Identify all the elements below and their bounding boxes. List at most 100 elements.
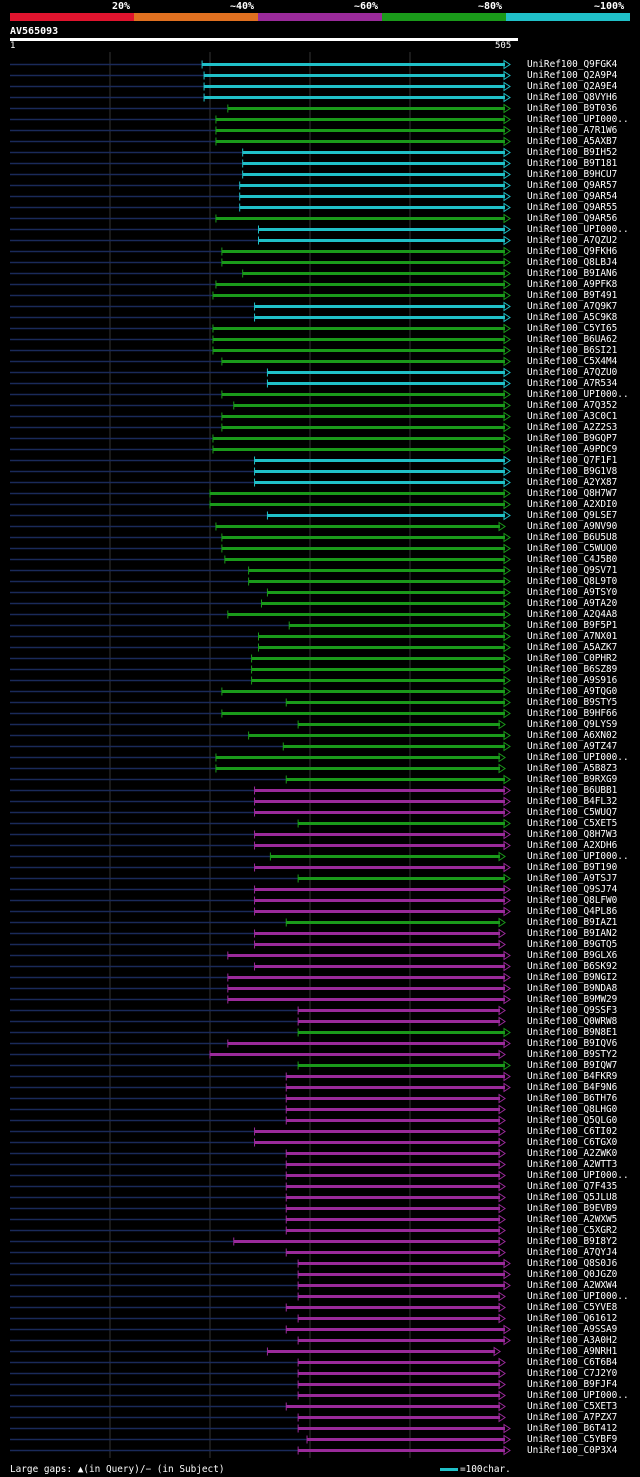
- hit-label[interactable]: UniRef100_C0P3X4: [527, 1444, 618, 1456]
- hit-label[interactable]: UniRef100_A7Q352: [527, 399, 618, 411]
- hit-label[interactable]: UniRef100_UPI000..: [527, 1389, 629, 1401]
- hit-label[interactable]: UniRef100_B6UA62: [527, 333, 618, 345]
- hit-label[interactable]: UniRef100_A9TSJ7: [527, 872, 618, 884]
- hit-label[interactable]: UniRef100_B4FL32: [527, 795, 618, 807]
- hit-label[interactable]: UniRef100_A2WXW4: [527, 1279, 618, 1291]
- hit-label[interactable]: UniRef100_C5YVE8: [527, 1301, 618, 1313]
- hit-label[interactable]: UniRef100_UPI000..: [527, 751, 629, 763]
- hit-label[interactable]: UniRef100_A5AXB7: [527, 135, 618, 147]
- hit-label[interactable]: UniRef100_B9N8E1: [527, 1026, 618, 1038]
- hit-label[interactable]: UniRef100_A7QZU0: [527, 366, 618, 378]
- hit-label[interactable]: UniRef100_Q4PL86: [527, 905, 618, 917]
- hit-label[interactable]: UniRef100_B9IAZ1: [527, 916, 618, 928]
- hit-label[interactable]: UniRef100_A9PDC9: [527, 443, 618, 455]
- hit-label[interactable]: UniRef100_A9TQG0: [527, 685, 618, 697]
- hit-label[interactable]: UniRef100_A7Q9K7: [527, 300, 618, 312]
- hit-label[interactable]: UniRef100_A5B8Z3: [527, 762, 618, 774]
- hit-label[interactable]: UniRef100_A2ZWK0: [527, 1147, 618, 1159]
- hit-label[interactable]: UniRef100_B9MW29: [527, 993, 618, 1005]
- hit-label[interactable]: UniRef100_C6TI02: [527, 1125, 618, 1137]
- hit-label[interactable]: UniRef100_B9T190: [527, 861, 618, 873]
- hit-label[interactable]: UniRef100_B6U5U8: [527, 531, 618, 543]
- hit-label[interactable]: UniRef100_Q9AR54: [527, 190, 618, 202]
- hit-label[interactable]: UniRef100_C5XET5: [527, 817, 618, 829]
- hit-label[interactable]: UniRef100_A9TA20: [527, 597, 618, 609]
- hit-label[interactable]: UniRef100_B9STY5: [527, 696, 618, 708]
- hit-label[interactable]: UniRef100_A2XDH6: [527, 839, 618, 851]
- hit-label[interactable]: UniRef100_B9HCU7: [527, 168, 618, 180]
- hit-label[interactable]: UniRef100_Q0WRW8: [527, 1015, 618, 1027]
- hit-label[interactable]: UniRef100_Q8H7W3: [527, 828, 618, 840]
- hit-label[interactable]: UniRef100_Q9AR55: [527, 201, 618, 213]
- hit-label[interactable]: UniRef100_A9TZ47: [527, 740, 618, 752]
- hit-label[interactable]: UniRef100_A7NX01: [527, 630, 618, 642]
- hit-label[interactable]: UniRef100_Q9AR56: [527, 212, 618, 224]
- hit-label[interactable]: UniRef100_A9PFK8: [527, 278, 618, 290]
- hit-label[interactable]: UniRef100_A7QYJ4: [527, 1246, 618, 1258]
- hit-label[interactable]: UniRef100_B6T412: [527, 1422, 618, 1434]
- hit-label[interactable]: UniRef100_A7QZU2: [527, 234, 618, 246]
- hit-label[interactable]: UniRef100_Q0JGZ0: [527, 1268, 618, 1280]
- hit-label[interactable]: UniRef100_Q9SSF3: [527, 1004, 618, 1016]
- hit-label[interactable]: UniRef100_B6SK92: [527, 960, 618, 972]
- hit-label[interactable]: UniRef100_C4J5B0: [527, 553, 618, 565]
- hit-label[interactable]: UniRef100_B4FKR9: [527, 1070, 618, 1082]
- hit-label[interactable]: UniRef100_C5XET3: [527, 1400, 618, 1412]
- hit-label[interactable]: UniRef100_Q5JLU8: [527, 1191, 618, 1203]
- hit-label[interactable]: UniRef100_A2YX87: [527, 476, 618, 488]
- hit-label[interactable]: UniRef100_C5WUQ0: [527, 542, 618, 554]
- hit-label[interactable]: UniRef100_A2Z2S3: [527, 421, 618, 433]
- hit-label[interactable]: UniRef100_B9IAN6: [527, 267, 618, 279]
- hit-label[interactable]: UniRef100_Q61612: [527, 1312, 618, 1324]
- hit-label[interactable]: UniRef100_B6SI21: [527, 344, 618, 356]
- hit-label[interactable]: UniRef100_B6SZ89: [527, 663, 618, 675]
- hit-label[interactable]: UniRef100_B9HF66: [527, 707, 618, 719]
- hit-label[interactable]: UniRef100_B9STY2: [527, 1048, 618, 1060]
- hit-label[interactable]: UniRef100_Q8L9T0: [527, 575, 618, 587]
- hit-label[interactable]: UniRef100_B9NDA8: [527, 982, 618, 994]
- hit-label[interactable]: UniRef100_B9GTQ5: [527, 938, 618, 950]
- hit-label[interactable]: UniRef100_C0PHR2: [527, 652, 618, 664]
- hit-label[interactable]: UniRef100_UPI000..: [527, 113, 629, 125]
- hit-label[interactable]: UniRef100_A2XDI0: [527, 498, 618, 510]
- hit-label[interactable]: UniRef100_Q8LHG0: [527, 1103, 618, 1115]
- hit-label[interactable]: UniRef100_Q8LFW0: [527, 894, 618, 906]
- hit-label[interactable]: UniRef100_Q8VYH6: [527, 91, 618, 103]
- hit-label[interactable]: UniRef100_Q9LYS9: [527, 718, 618, 730]
- hit-label[interactable]: UniRef100_A7R534: [527, 377, 618, 389]
- hit-label[interactable]: UniRef100_A9SSA9: [527, 1323, 618, 1335]
- hit-label[interactable]: UniRef100_B9T036: [527, 102, 618, 114]
- hit-label[interactable]: UniRef100_A7R1W6: [527, 124, 618, 136]
- hit-label[interactable]: UniRef100_B9RXG9: [527, 773, 618, 785]
- hit-label[interactable]: UniRef100_A2WTT3: [527, 1158, 618, 1170]
- hit-label[interactable]: UniRef100_C5X4M4: [527, 355, 618, 367]
- hit-label[interactable]: UniRef100_A9NV90: [527, 520, 618, 532]
- hit-label[interactable]: UniRef100_B6UBB1: [527, 784, 618, 796]
- hit-label[interactable]: UniRef100_Q2A9E4: [527, 80, 618, 92]
- hit-label[interactable]: UniRef100_UPI000..: [527, 1169, 629, 1181]
- hit-label[interactable]: UniRef100_UPI000..: [527, 223, 629, 235]
- hit-label[interactable]: UniRef100_B9F5P1: [527, 619, 618, 631]
- hit-label[interactable]: UniRef100_C7J2Y0: [527, 1367, 618, 1379]
- hit-label[interactable]: UniRef100_Q5QLG0: [527, 1114, 618, 1126]
- hit-label[interactable]: UniRef100_B9GQP7: [527, 432, 618, 444]
- hit-label[interactable]: UniRef100_C6T6B4: [527, 1356, 618, 1368]
- hit-label[interactable]: UniRef100_A9TSY0: [527, 586, 618, 598]
- hit-label[interactable]: UniRef100_B9T181: [527, 157, 618, 169]
- hit-label[interactable]: UniRef100_A9S916: [527, 674, 618, 686]
- hit-label[interactable]: UniRef100_Q9FKH6: [527, 245, 618, 257]
- hit-label[interactable]: UniRef100_UPI000..: [527, 1290, 629, 1302]
- hit-label[interactable]: UniRef100_Q8LBJ4: [527, 256, 618, 268]
- hit-label[interactable]: UniRef100_C5YI65: [527, 322, 618, 334]
- hit-label[interactable]: UniRef100_B9EVB9: [527, 1202, 618, 1214]
- hit-label[interactable]: UniRef100_Q7F435: [527, 1180, 618, 1192]
- hit-label[interactable]: UniRef100_Q9LSE7: [527, 509, 618, 521]
- hit-label[interactable]: UniRef100_B9IAN2: [527, 927, 618, 939]
- hit-label[interactable]: UniRef100_C5YBF9: [527, 1433, 618, 1445]
- hit-label[interactable]: UniRef100_UPI000..: [527, 388, 629, 400]
- hit-label[interactable]: UniRef100_C5WUQ7: [527, 806, 618, 818]
- hit-label[interactable]: UniRef100_B9IQV6: [527, 1037, 618, 1049]
- hit-label[interactable]: UniRef100_A5AZK7: [527, 641, 618, 653]
- hit-label[interactable]: UniRef100_A9NRH1: [527, 1345, 618, 1357]
- hit-label[interactable]: UniRef100_B6TH76: [527, 1092, 618, 1104]
